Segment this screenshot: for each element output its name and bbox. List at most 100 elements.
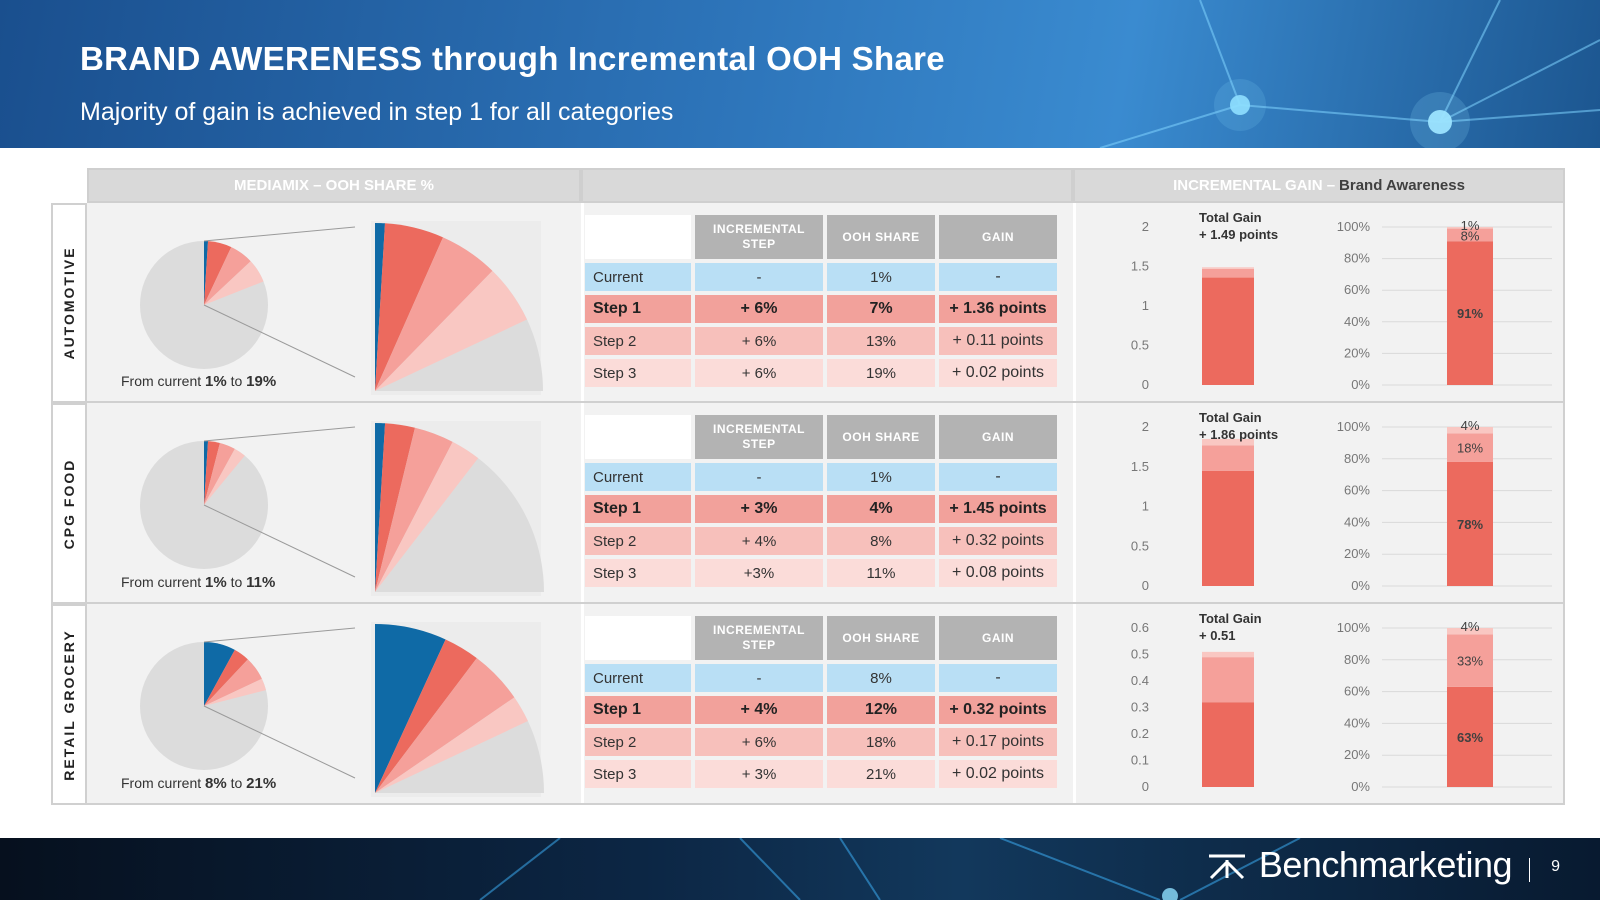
step-name-cell: Current — [585, 463, 691, 491]
incremental-step-cell: - — [695, 263, 823, 291]
share-bar-data-label: 4% — [1461, 619, 1480, 634]
y-tick-label: 0.5 — [1131, 538, 1149, 553]
column-header-gain-metric: Brand Awareness — [1339, 177, 1465, 194]
network-background — [1099, 0, 1600, 148]
step-name-cell: Step 3 — [585, 359, 691, 387]
share-bar-data-label: 18% — [1457, 441, 1483, 456]
share-bar-segment-step-3 — [1447, 427, 1493, 434]
table-column-header: INCREMENTAL STEP — [695, 616, 823, 660]
gain-cell: + 1.36 points — [939, 295, 1057, 323]
zoom-pie-slice-step-1 — [375, 639, 477, 793]
total-gain-title: Total Gain — [1199, 410, 1262, 425]
page-title: BRAND AWERENESS through Incremental OOH … — [80, 40, 945, 77]
total-gain-value: + 1.49 points — [1199, 227, 1279, 242]
y-tick-label: 0 — [1142, 377, 1149, 392]
share-bar-data-label: 63% — [1457, 730, 1483, 745]
pie-caption-mid: to — [230, 775, 243, 791]
y-tick-label: 2 — [1142, 419, 1149, 434]
table-column-header: OOH SHARE — [827, 215, 935, 259]
y-tick-label: 0 — [1142, 779, 1149, 794]
y-tick-label: 0.4 — [1131, 673, 1149, 688]
pie-caption-prefix: From current — [121, 574, 202, 590]
zoom-pie-slice-step-3 — [375, 697, 528, 793]
y-tick-label: 1 — [1142, 499, 1149, 514]
pie-caption-mid: to — [230, 574, 243, 590]
step-name-cell: Step 1 — [585, 495, 691, 523]
gain-cell: + 0.08 points — [939, 559, 1057, 587]
zoom-pie-slice-current — [375, 223, 385, 391]
gain-bar-segment-step-3 — [1202, 438, 1254, 446]
zoom-pie-slice-step-3 — [375, 270, 528, 391]
incremental-step-cell: - — [695, 463, 823, 491]
gain-bar-segment-step-2 — [1202, 268, 1254, 278]
gain-cell: + 0.17 points — [939, 728, 1057, 756]
ooh-share-cell: 21% — [827, 760, 935, 788]
category-section: From current 1% to 19% INCREMENTAL STEP OO… — [87, 203, 1565, 403]
incremental-step-cell: +3% — [695, 559, 823, 587]
table-header-row: INCREMENTAL STEP OOH SHARE GAIN — [585, 616, 1057, 660]
column-header-mediamix: MEDIAMIX – OOH SHARE % — [87, 168, 581, 203]
ooh-step-table: INCREMENTAL STEP OOH SHARE GAIN Current -1% -… — [581, 411, 1061, 591]
pie-caption-to: 21% — [246, 775, 277, 792]
ooh-share-cell: 4% — [827, 495, 935, 523]
column-header-gain-label: INCREMENTAL GAIN – — [1173, 177, 1336, 194]
column-header-mediamix-label: MEDIAMIX – OOH SHARE % — [233, 177, 435, 194]
share-bar-data-label: 8% — [1461, 229, 1480, 244]
table-corner-cell — [585, 215, 691, 259]
benchmarketing-logo-icon — [1208, 854, 1245, 880]
ooh-share-cell: 8% — [827, 664, 935, 692]
table-row: Step 3 + 3% 21% + 0.02 points — [585, 760, 1057, 788]
zoom-connector-line — [203, 426, 356, 442]
table-row: Step 1 + 4% 12% + 0.32 points — [585, 696, 1057, 724]
brand-name: Benchmarketing — [1258, 844, 1513, 885]
gain-bar-segment-step-3 — [1202, 267, 1254, 269]
ooh-step-table: INCREMENTAL STEP OOH SHARE GAIN Current -8% -… — [581, 612, 1061, 792]
brand-logo: Benchmarketing — [1205, 844, 1513, 886]
gain-cell: + 0.11 points — [939, 327, 1057, 355]
incremental-gain-charts: 0 0.1 0.2 0.3 0.4 0.5 0.6 0% 20% 40% 60% 80% 100% 63%… — [1131, 619, 1552, 794]
zoom-pie-slice-step-2 — [375, 237, 493, 391]
gain-bar-segment-step-3 — [1202, 651, 1254, 658]
gain-cell: + 0.02 points — [939, 359, 1057, 387]
incremental-step-cell: + 4% — [695, 527, 823, 555]
share-bar-data-label: 78% — [1457, 517, 1483, 532]
table-row: Current -8% - — [585, 664, 1057, 692]
ooh-share-cell: 19% — [827, 359, 935, 387]
header-banner: BRAND AWERENESS through Incremental OOH … — [0, 0, 1600, 148]
incremental-step-cell: + 6% — [695, 728, 823, 756]
incremental-step-cell: + 6% — [695, 359, 823, 387]
ooh-share-cell: 8% — [827, 527, 935, 555]
table-row: Step 3 + 6% 19% + 0.02 points — [585, 359, 1057, 387]
share-bar-segment-step-1 — [1447, 461, 1493, 586]
gain-cell: + 0.02 points — [939, 760, 1057, 788]
table-row: Step 1 + 3% 4% + 1.45 points — [585, 495, 1057, 523]
y-tick-label: 0.2 — [1131, 726, 1149, 741]
pie-caption-prefix: From current — [121, 775, 202, 791]
share-bar-segment-step-2 — [1447, 634, 1493, 687]
pie-slice-step-3 — [204, 448, 245, 505]
share-bar-data-label: 4% — [1461, 418, 1480, 433]
y-tick-label: 0% — [1351, 578, 1370, 593]
share-bar-segment-step-2 — [1447, 228, 1493, 242]
y-tick-label: 0.6 — [1131, 620, 1149, 635]
y-tick-label: 0.3 — [1131, 700, 1149, 715]
y-tick-label: 80% — [1344, 251, 1370, 266]
zoom-connector-line — [203, 304, 356, 378]
table-row: Step 2 + 6% 13% + 0.11 points — [585, 327, 1057, 355]
total-gain-value: + 0.51 — [1199, 628, 1236, 643]
column-divider — [1073, 403, 1076, 602]
category-section: From current 1% to 11% INCREMENTAL STEP OO… — [87, 403, 1565, 604]
page-separator — [1529, 858, 1530, 882]
zoom-connector-line — [203, 627, 356, 643]
page-number: 9 — [1551, 858, 1560, 875]
gain-cell: - — [939, 463, 1057, 491]
zoom-pie-slice-current — [375, 624, 446, 793]
y-tick-label: 40% — [1344, 715, 1370, 730]
zoom-connector-line — [203, 504, 356, 578]
y-tick-label: 1.5 — [1131, 259, 1149, 274]
y-tick-label: 0% — [1351, 779, 1370, 794]
gain-cell: + 0.32 points — [939, 527, 1057, 555]
share-bar-data-label: 33% — [1457, 654, 1483, 669]
column-divider — [1073, 203, 1076, 401]
incremental-step-cell: - — [695, 664, 823, 692]
